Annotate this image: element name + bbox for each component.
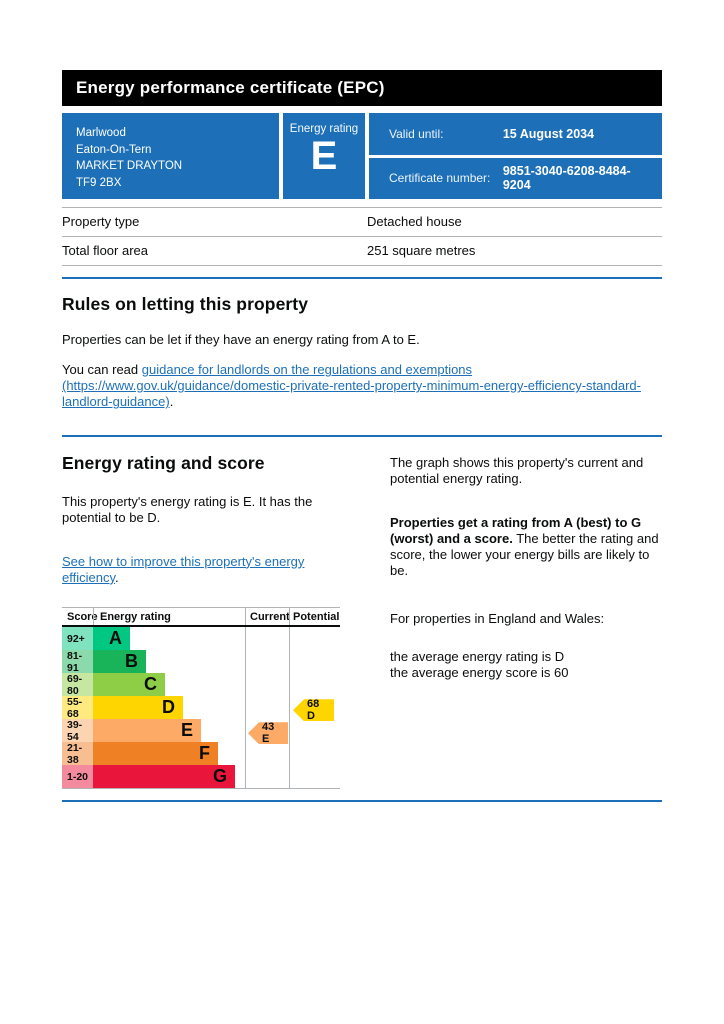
certificate-number-value: 9851-3040-6208-8484-9204 — [502, 164, 631, 193]
property-address: Marlwood Eaton-On-Tern MARKET DRAYTON TF… — [62, 113, 279, 199]
rating-summary-paragraph: This property's energy rating is E. It h… — [62, 494, 313, 526]
band-score-range: 1-20 — [62, 765, 93, 789]
floor-area-label: Total floor area — [62, 243, 148, 258]
band-row-f: 21-38 F — [62, 742, 340, 766]
band-row-d: 55-68 D — [62, 696, 340, 720]
band-score-range: 21-38 — [62, 742, 93, 766]
band-bar: D — [93, 696, 183, 720]
band-row-b: 81-91 B — [62, 650, 340, 674]
rating-scale-rest: The better the rating and score, the low… — [390, 530, 659, 579]
current-column-header: Current — [245, 608, 290, 626]
epc-chart: Score Energy rating Current Potential 92… — [62, 607, 340, 790]
address-line-3: MARKET DRAYTON — [76, 160, 183, 173]
potential-rating-value: 68 D — [307, 698, 320, 723]
averages-paragraph: the average energy rating is D the avera… — [390, 649, 662, 682]
rating-scale-bold: Properties get a rating from A (best) to… — [390, 514, 642, 546]
rules-paragraph: Properties can be let if they have an en… — [62, 332, 420, 347]
band-bar: B — [93, 650, 146, 674]
potential-column-cell — [289, 696, 340, 720]
certificate-number-row: Certificate number: 9851-3040-6208-8484-… — [369, 157, 662, 199]
floor-area-value: 251 square metres — [367, 243, 476, 258]
rating-right-column: The graph shows this property's current … — [390, 453, 662, 789]
current-column-cell — [245, 627, 289, 651]
potential-column-cell — [289, 627, 340, 651]
chart-header: Score Energy rating Current Potential — [62, 608, 340, 628]
energy-rating-value: E — [310, 134, 338, 178]
rules-guidance-paragraph: You can read guidance for landlords on t… — [62, 362, 662, 410]
energy-rating-section: Energy rating and score This property's … — [62, 453, 662, 790]
current-column-cell — [245, 650, 289, 674]
current-column-cell — [245, 765, 289, 789]
band-score-range: 55-68 — [62, 696, 93, 720]
potential-rating-arrow: 68 D — [293, 698, 334, 723]
property-type-label: Property type — [62, 214, 140, 229]
score-column-header: Score — [67, 610, 98, 623]
band-bar: F — [93, 742, 218, 766]
section-divider — [62, 800, 662, 803]
potential-column-cell — [289, 673, 340, 697]
current-rating-arrow: 43 E — [248, 721, 288, 746]
rating-heading: Energy rating and score — [62, 453, 265, 474]
improve-link-suffix: . — [115, 569, 119, 585]
average-score-line: the average energy score is 60 — [390, 665, 569, 681]
rating-column-header: Energy rating — [93, 608, 245, 626]
rules-section: Rules on letting this property Propertie… — [62, 294, 662, 410]
band-row-c: 69-80 C — [62, 673, 340, 697]
property-type-value: Detached house — [367, 214, 462, 229]
energy-rating-label: Energy rating — [289, 123, 359, 135]
graph-explainer-paragraph: The graph shows this property's current … — [390, 455, 644, 487]
band-bar: G — [93, 765, 235, 789]
valid-until-value: 15 August 2034 — [502, 126, 595, 141]
band-row-e: 39-54 E — [62, 719, 340, 743]
potential-column-cell — [289, 719, 340, 743]
band-score-range: 39-54 — [62, 719, 93, 743]
valid-until-label: Valid until: — [389, 126, 444, 141]
improve-efficiency-link[interactable]: See how to improve this property's energ… — [62, 553, 305, 585]
certificate-page: Energy performance certificate (EPC) Mar… — [62, 70, 662, 803]
potential-column-cell — [289, 765, 340, 789]
potential-column-cell — [289, 742, 340, 766]
validity-box: Valid until: 15 August 2034 Certificate … — [369, 113, 662, 199]
valid-until-row: Valid until: 15 August 2034 — [369, 113, 662, 155]
current-column-cell — [245, 696, 289, 720]
section-divider — [62, 277, 662, 279]
band-score-range: 69-80 — [62, 673, 93, 697]
certificate-summary: Marlwood Eaton-On-Tern MARKET DRAYTON TF… — [62, 113, 662, 199]
page-title-banner: Energy performance certificate (EPC) — [62, 70, 662, 106]
band-row-g: 1-20 G — [62, 765, 340, 789]
page-title: Energy performance certificate (EPC) — [76, 78, 385, 97]
band-bar: C — [93, 673, 165, 697]
band-score-range: 81-91 — [62, 650, 93, 674]
england-wales-paragraph: For properties in England and Wales: — [390, 610, 605, 626]
current-column-cell — [245, 742, 289, 766]
guidance-prefix: You can read — [62, 362, 142, 378]
landlord-guidance-link[interactable]: guidance for landlords on the regulation… — [62, 362, 641, 410]
rules-heading: Rules on letting this property — [62, 294, 309, 314]
improve-link-wrap: See how to improve this property's energ… — [62, 554, 312, 587]
band-row-a: 92+ A — [62, 627, 340, 651]
band-bar: A — [93, 627, 130, 651]
table-row: Property type Detached house — [62, 207, 662, 236]
rating-left-column: Energy rating and score This property's … — [62, 453, 345, 790]
average-rating-line: the average energy rating is D — [390, 648, 565, 664]
address-line-4: TF9 2BX — [76, 177, 122, 190]
current-column-cell — [245, 719, 289, 743]
guidance-suffix: . — [169, 394, 174, 410]
current-rating-value: 43 E — [262, 721, 275, 746]
certificate-number-label: Certificate number: — [389, 171, 491, 186]
energy-rating-box: Energy rating E — [283, 113, 365, 199]
band-bar: E — [93, 719, 201, 743]
potential-column-cell — [289, 650, 340, 674]
address-line-1: Marlwood — [76, 127, 126, 139]
section-divider — [62, 435, 662, 438]
rating-scale-paragraph: Properties get a rating from A (best) to… — [390, 515, 662, 580]
address-line-2: Eaton-On-Tern — [76, 143, 152, 156]
current-column-cell — [245, 673, 289, 697]
potential-column-header: Potential — [289, 608, 340, 626]
band-score-range: 92+ — [62, 627, 93, 651]
property-facts-table: Property type Detached house Total floor… — [62, 207, 662, 266]
table-row: Total floor area 251 square metres — [62, 236, 662, 266]
